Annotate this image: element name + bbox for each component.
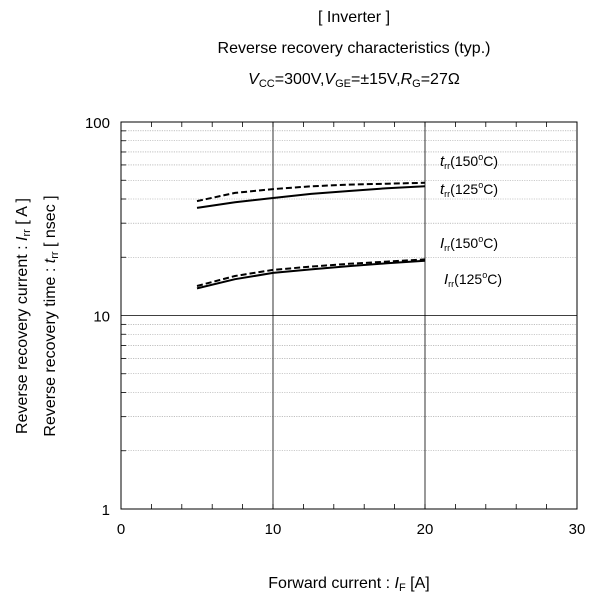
y-axis-label-current-symbol: I [14,236,31,241]
title-vcc-value: =300V, [275,71,325,88]
chart-title-line1: [ Inverter ] [318,9,390,26]
y-axis-label-current: Reverse recovery current : Irr [ A ] [14,198,33,434]
title-vge-symbol: V [324,71,336,88]
series-label-unit: C) [483,235,498,251]
series-label-temp: (125 [454,271,482,287]
title-vcc-sub: CC [259,78,275,90]
y-axis-label-time-text: Reverse recovery time : [42,263,59,436]
x-axis-label-unit: [A] [406,575,430,592]
x-tick-label: 10 [265,521,282,538]
series-label-sub: rr [444,189,450,199]
series-label-unit: C) [487,271,502,287]
series-label-unit: C) [483,181,498,197]
chart-title-line3: VCC=300V,VGE=±15V,RG=27Ω [248,71,460,90]
series-label-unit: C) [483,153,498,169]
title-vge-sub: GE [335,78,351,90]
series-label-symbol: t [440,181,445,198]
series-label-irr-125: Irr(125oC) [444,270,502,289]
series-label-degree: o [482,270,487,280]
series-label-temp: (150 [450,235,478,251]
series-line-2 [196,185,426,209]
series-line-3 [196,258,426,287]
title-rg-value: =27Ω [421,71,460,88]
y-axis-label-current-unit: [ A ] [14,198,31,229]
minor-gridlines [121,130,577,452]
title-rg-sub: G [412,78,421,90]
series-label-sub: rr [444,161,450,171]
title-vge-value: =±15V, [351,71,401,88]
x-tick-label: 30 [569,521,586,538]
x-tick-label: 0 [117,521,125,538]
y-tick-label: 100 [85,115,110,132]
y-tick-label: 1 [102,502,110,519]
series-label-irr-150: Irr(150oC) [440,234,498,253]
series-label-temp: (150 [450,153,478,169]
x-tick-labels: 0 10 20 30 [117,521,586,538]
series-label-degree: o [478,152,483,162]
series-label-degree: o [478,234,483,244]
plot-frame [120,121,578,510]
x-tick-label: 20 [417,521,434,538]
y-axis-label-time: Reverse recovery time : trr [ nsec ] [42,195,61,436]
y-axis-label-current-text: Reverse recovery current : [14,241,31,434]
series-label-temp: (125 [450,181,478,197]
series-label-trr-125: trr(125oC) [440,180,498,199]
series-line-1 [196,181,426,203]
chart-title-line2: Reverse recovery characteristics (typ.) [218,40,491,57]
series-label-trr-150: trr(150oC) [440,152,498,171]
tick-marks [120,122,578,509]
y-axis-label-time-unit: [ nsec ] [42,195,59,251]
x-axis-label-symbol: I [395,575,400,592]
title-rg-symbol: R [401,71,413,88]
series-label-symbol: I [444,271,448,288]
y-axis-label-current-sub: rr [21,229,33,237]
x-axis-label-sub: F [399,582,406,594]
series-lines [196,181,426,290]
y-axis-label-time-sub: rr [49,251,61,259]
title-vcc-symbol: V [248,71,260,88]
y-axis-label-time-symbol: t [42,258,59,263]
series-label-sub: rr [444,243,450,253]
x-axis-label-text: Forward current : [268,575,394,592]
series-label-degree: o [478,180,483,190]
y-tick-labels: 1 10 100 [85,115,110,519]
series-line-4 [196,259,426,290]
y-tick-label: 10 [93,309,110,326]
series-label-sub: rr [448,279,454,289]
series-label-symbol: t [440,153,445,170]
series-label-symbol: I [440,235,444,252]
x-axis-label: Forward current : IF [A] [268,575,429,594]
